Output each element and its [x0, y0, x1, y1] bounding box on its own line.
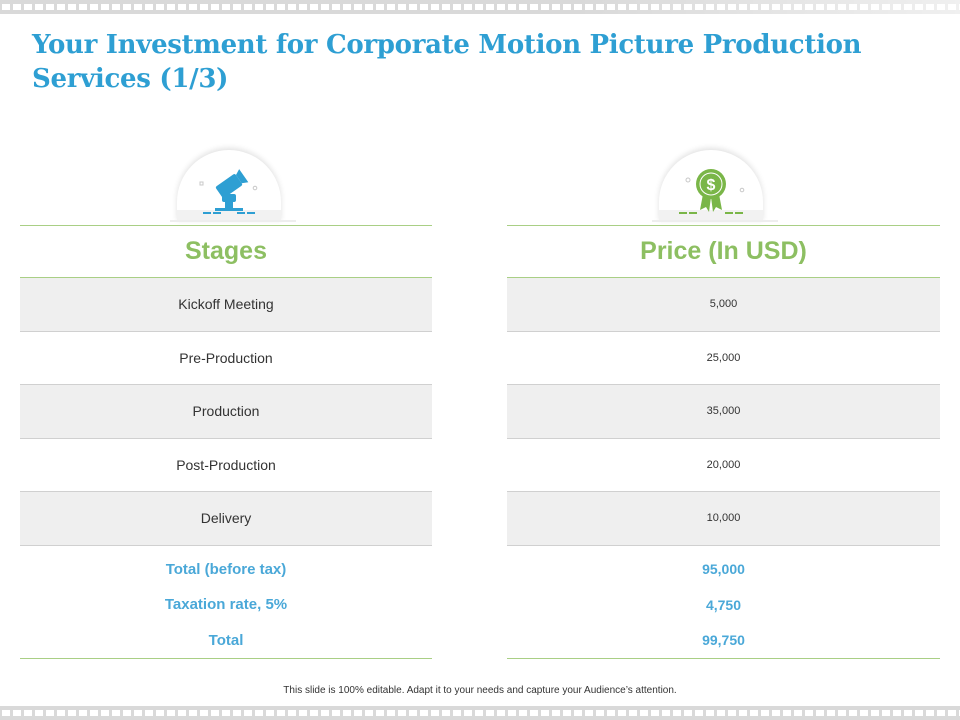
footer-note: This slide is 100% editable. Adapt it to… — [283, 685, 677, 696]
film-camera-icon — [199, 169, 258, 214]
page-title: Your Investment for Corporate Motion Pic… — [32, 30, 862, 94]
icon-base-line — [652, 220, 778, 222]
price-row: 10,000 — [507, 492, 940, 546]
film-strip-bottom — [0, 706, 960, 720]
stage-row: Pre-Production — [20, 332, 432, 385]
price-row: 35,000 — [507, 385, 940, 439]
taxation-rate-label: Taxation rate, 5% — [164, 596, 288, 614]
price-header: Price (In USD) — [507, 225, 940, 278]
svg-text:$: $ — [707, 177, 716, 194]
price-row: 25,000 — [507, 332, 940, 385]
price-icon-holder: $ — [659, 150, 763, 222]
price-table: Price (In USD) 5,000 25,000 35,000 20,00… — [507, 225, 940, 659]
stage-row: Post-Production — [20, 439, 432, 492]
stages-totals: Total (before tax) Taxation rate, 5% Tot… — [20, 546, 432, 659]
dollar-badge-icon: $ — [679, 169, 745, 214]
film-strip-fade — [0, 0, 960, 14]
price-row: 5,000 — [507, 278, 940, 332]
total-before-tax-label: Total (before tax) — [165, 560, 287, 578]
total-before-tax-value: 95,000 — [702, 561, 745, 578]
price-row: 20,000 — [507, 439, 940, 492]
stage-row: Delivery — [20, 492, 432, 546]
stages-table: Stages Kickoff Meeting Pre-Production Pr… — [20, 225, 432, 659]
total-label: Total — [208, 631, 244, 649]
stages-icon-holder — [177, 150, 281, 222]
taxation-value: 4,750 — [705, 596, 742, 613]
stages-header: Stages — [20, 225, 432, 278]
table-bottom-line — [20, 658, 432, 659]
stage-row: Production — [20, 385, 432, 439]
stage-row: Kickoff Meeting — [20, 278, 432, 332]
table-bottom-line — [507, 658, 940, 659]
total-value: 99,750 — [702, 632, 745, 649]
price-totals: 95,000 4,750 99,750 — [507, 546, 940, 659]
icon-base-line — [170, 220, 296, 222]
